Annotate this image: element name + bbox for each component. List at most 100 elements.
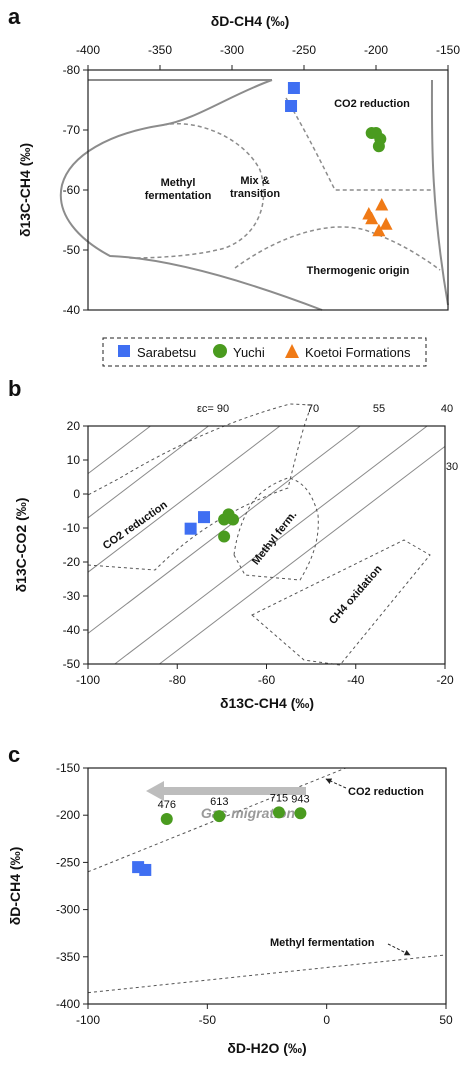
legend-marker-sarabetsu: [118, 345, 130, 357]
legend-box: [102, 337, 427, 367]
panel-a-plot-frame: [87, 69, 449, 311]
panel-b-x-tick-label: -60: [258, 673, 276, 687]
panel-b-y-tick-label: 10: [67, 453, 81, 467]
panel-a-right-boundary: [430, 79, 449, 306]
panel-a-point-yuchi: [372, 140, 385, 153]
panel-a-field-co2-reduction: CO2 reduction: [334, 98, 410, 110]
legend-label-koetoi: Koetoi Formations: [305, 345, 411, 360]
panel-c-y-tick-label: -300: [56, 903, 80, 917]
panel-a: a δD-CH4 (‰) -400 -350 -300 -250 -200 -150 -8…: [8, 4, 460, 317]
panel-c-point-yuchi: [213, 810, 226, 823]
panel-b-eps-55-line: [87, 425, 361, 634]
panel-c-x-tick-labels: -100 -50 0 50: [76, 1004, 453, 1027]
panel-a-outer-boundary: [59, 79, 323, 311]
panel-b-letter: b: [8, 376, 21, 401]
panel-b: b εc= 90 70 55 40 30 CO2 reduction Methy…: [8, 376, 458, 711]
panel-b-x-tick-label: -100: [76, 673, 100, 687]
panel-b-y-tick-label: -40: [63, 623, 81, 637]
panel-a-y-tick-label: -70: [63, 123, 81, 137]
panel-b-field-methyl-ferm: Methyl ferm.: [250, 509, 299, 567]
panel-a-thermo-boundary: [234, 226, 441, 271]
panel-c-point-label: 613: [210, 796, 228, 808]
panel-c-arrow-head: [146, 781, 164, 801]
panel-b-data-points: [184, 508, 240, 543]
panel-a-point-koetoi-formations: [375, 198, 389, 211]
panel-c-co2-leader-arrow: [325, 778, 347, 789]
panel-c-methyl-fermentation-line: [87, 954, 447, 994]
panel-a-x-tick-label: -350: [148, 43, 172, 57]
panel-b-ylabel: δ13C-CO2 (‰): [13, 498, 29, 593]
panel-b-y-tick-label: 0: [73, 487, 80, 501]
panel-c-gas-migration-arrow: [146, 781, 306, 801]
panel-b-y-tick-label: -20: [63, 555, 81, 569]
panel-b-point-yuchi: [218, 530, 231, 543]
panel-b-point-yuchi: [227, 513, 240, 526]
panel-a-letter: a: [8, 4, 21, 29]
panel-a-point-koetoi-formations: [379, 217, 393, 230]
panel-b-field-boundaries: [87, 403, 431, 666]
panel-b-eps-90b-line: [87, 425, 151, 474]
panel-b-epsilon-55: 55: [373, 403, 385, 415]
panel-b-point-sarabetsu: [184, 522, 197, 535]
panel-c: c CO2 reduction Methyl fermentation Gas …: [7, 742, 453, 1056]
panel-a-data-points: [285, 82, 393, 237]
panel-a-y-tick-label: -80: [63, 63, 81, 77]
panel-b-y-tick-labels: 20 10 0 -10 -20 -30 -40 -50: [63, 419, 88, 671]
panel-a-xlabel: δD-CH4 (‰): [211, 13, 289, 29]
panel-a-x-tick-label: -200: [364, 43, 388, 57]
panel-a-x-tick-label: -250: [292, 43, 316, 57]
panel-b-co2-field: [87, 403, 313, 571]
panel-c-x-tick-label: 0: [323, 1013, 330, 1027]
panel-b-field-ch4-oxidation: CH4 oxidation: [327, 563, 385, 627]
panel-a-y-tick-label: -40: [63, 303, 81, 317]
panel-c-y-tick-label: -150: [56, 761, 80, 775]
panel-a-field-methyl-fermentation: Methyl fermentation: [145, 177, 212, 202]
panel-a-co2-boundary: [285, 97, 432, 191]
panel-c-x-tick-label: -50: [199, 1013, 217, 1027]
panel-a-x-tick-labels: -400 -350 -300 -250 -200 -150: [76, 43, 460, 70]
panel-c-y-tick-label: -200: [56, 808, 80, 822]
legend-marker-yuchi: [213, 344, 227, 358]
panel-b-x-tick-labels: -100 -80 -60 -40 -20: [76, 664, 454, 687]
panel-b-y-tick-label: -50: [63, 657, 81, 671]
legend-label-yuchi: Yuchi: [233, 345, 265, 360]
panel-a-point-koetoi-formations: [365, 211, 379, 225]
panel-c-letter: c: [8, 742, 20, 767]
panel-a-x-tick-label: -400: [76, 43, 100, 57]
panel-a-field-thermogenic: Thermogenic origin: [307, 265, 410, 277]
panel-c-point-yuchi: [294, 807, 307, 820]
panel-a-x-tick-label: -150: [436, 43, 460, 57]
panel-a-point-koetoi-formations: [372, 223, 386, 237]
legend-marker-koetoi: [285, 344, 299, 358]
panel-c-x-tick-label: -100: [76, 1013, 100, 1027]
panel-a-methyl-boundary: [127, 123, 265, 259]
panel-c-methyl-fermentation-label: Methyl fermentation: [270, 937, 375, 949]
panel-c-point-yuchi: [272, 806, 285, 819]
panel-b-y-tick-label: 20: [67, 419, 81, 433]
panel-c-point-label: 476: [158, 799, 176, 811]
panel-a-field-boundaries: [59, 79, 449, 311]
panel-b-epsilon-70: 70: [307, 403, 319, 415]
panel-c-co2-reduction-label: CO2 reduction: [348, 786, 424, 798]
panel-a-y-tick-labels: -80 -70 -60 -50 -40: [63, 63, 88, 317]
panel-c-methyl-leader-arrow: [387, 943, 411, 956]
panel-b-methyl-field: [233, 477, 319, 581]
panel-b-oxidation-field: [251, 539, 431, 666]
panel-b-epsilon-40: 40: [441, 403, 453, 415]
panel-c-y-tick-labels: -150 -200 -250 -300 -350 -400: [56, 761, 88, 1011]
panel-c-point-label: 943: [291, 793, 309, 805]
panel-b-eps-70-line: [87, 425, 281, 573]
panel-b-eps-30-line: [159, 446, 446, 665]
panel-a-ylabel: δ13C-CH4 (‰): [17, 143, 33, 237]
panel-a-y-tick-label: -60: [63, 183, 81, 197]
panel-a-point-sarabetsu: [287, 82, 300, 94]
panel-b-epsilon-30: 30: [446, 461, 458, 473]
legend: Sarabetsu Yuchi Koetoi Formations: [102, 337, 427, 367]
panel-c-plot-frame: [87, 767, 447, 1005]
panel-c-data-points: 476 613 715 943: [132, 792, 310, 876]
panel-b-x-tick-label: -80: [169, 673, 187, 687]
legend-label-sarabetsu: Sarabetsu: [137, 345, 196, 360]
panel-b-y-tick-label: -10: [63, 521, 81, 535]
panel-c-y-tick-label: -400: [56, 997, 80, 1011]
